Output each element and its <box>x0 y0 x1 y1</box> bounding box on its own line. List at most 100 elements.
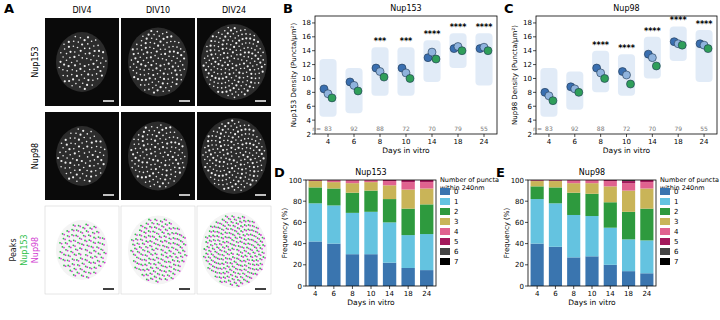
punctum <box>212 235 214 237</box>
punctum <box>148 69 150 71</box>
punctum <box>137 53 139 55</box>
punctum <box>136 234 138 236</box>
punctum <box>239 241 241 243</box>
punctum <box>249 69 251 71</box>
punctum <box>182 152 184 154</box>
punctum <box>221 237 223 239</box>
punctum <box>149 251 151 253</box>
punctum <box>178 239 180 241</box>
punctum <box>72 158 74 160</box>
punctum <box>150 56 152 58</box>
punctum <box>96 246 98 248</box>
punctum <box>234 97 236 99</box>
punctum <box>149 240 151 242</box>
punctum <box>159 138 161 140</box>
punctum <box>245 225 247 227</box>
punctum <box>214 152 216 154</box>
punctum <box>99 70 101 72</box>
punctum <box>90 252 92 254</box>
punctum <box>233 240 235 242</box>
punctum <box>63 265 65 267</box>
punctum <box>84 48 86 50</box>
punctum <box>169 51 171 53</box>
punctum <box>170 151 172 153</box>
punctum <box>81 43 83 45</box>
punctum <box>251 249 253 251</box>
punctum <box>222 238 224 240</box>
punctum <box>145 42 147 44</box>
punctum <box>169 222 171 224</box>
nucleus <box>201 212 267 288</box>
punctum <box>154 226 156 228</box>
punctum <box>90 170 92 172</box>
punctum <box>247 162 249 164</box>
punctum <box>144 270 146 272</box>
punctum <box>77 272 79 274</box>
punctum <box>235 176 237 178</box>
punctum <box>236 231 238 233</box>
punctum <box>229 73 231 75</box>
punctum <box>226 48 228 50</box>
punctum <box>154 184 156 186</box>
punctum <box>82 173 84 175</box>
punctum <box>219 263 221 265</box>
punctum <box>78 164 80 166</box>
x-tick <box>406 134 407 137</box>
punctum <box>179 70 181 72</box>
punctum <box>257 166 259 168</box>
punctum <box>249 272 251 274</box>
punctum <box>242 226 244 228</box>
punctum <box>219 161 221 163</box>
punctum <box>236 54 238 56</box>
punctum <box>170 41 172 43</box>
punctum <box>229 225 231 227</box>
punctum <box>207 145 209 147</box>
punctum <box>179 149 181 151</box>
punctum <box>78 260 80 262</box>
punctum <box>230 163 232 165</box>
punctum <box>251 234 253 236</box>
punctum <box>183 51 185 53</box>
punctum <box>166 246 168 248</box>
punctum <box>84 65 86 67</box>
punctum <box>133 254 135 256</box>
punctum <box>203 65 205 67</box>
punctum <box>178 244 180 246</box>
punctum <box>254 55 256 57</box>
punctum <box>225 215 227 217</box>
punctum <box>151 227 153 229</box>
punctum <box>90 235 92 237</box>
punctum <box>248 129 250 131</box>
punctum <box>259 62 261 64</box>
punctum <box>150 263 152 265</box>
punctum <box>175 264 177 266</box>
punctum <box>161 221 163 223</box>
punctum <box>181 139 183 141</box>
punctum <box>249 263 251 265</box>
punctum <box>134 248 136 250</box>
n-label: 55 <box>700 125 708 132</box>
x-tick-label: 4 <box>326 138 331 146</box>
punctum <box>155 264 157 266</box>
punctum <box>241 59 243 61</box>
x-tick <box>574 134 575 137</box>
punctum <box>225 132 227 134</box>
punctum <box>145 254 147 256</box>
punctum <box>74 245 76 247</box>
punctum <box>135 233 137 235</box>
punctum <box>178 167 180 169</box>
punctum <box>228 237 230 239</box>
n-label: 92 <box>350 125 358 132</box>
punctum <box>263 157 265 159</box>
punctum <box>103 154 105 156</box>
punctum <box>133 70 135 72</box>
x-tick-label: 10 <box>367 290 376 298</box>
punctum <box>88 277 90 279</box>
punctum <box>260 247 262 249</box>
punctum <box>57 157 59 159</box>
punctum <box>244 250 246 252</box>
punctum <box>233 248 235 250</box>
punctum <box>254 273 256 275</box>
punctum <box>242 256 244 258</box>
punctum <box>67 259 69 261</box>
